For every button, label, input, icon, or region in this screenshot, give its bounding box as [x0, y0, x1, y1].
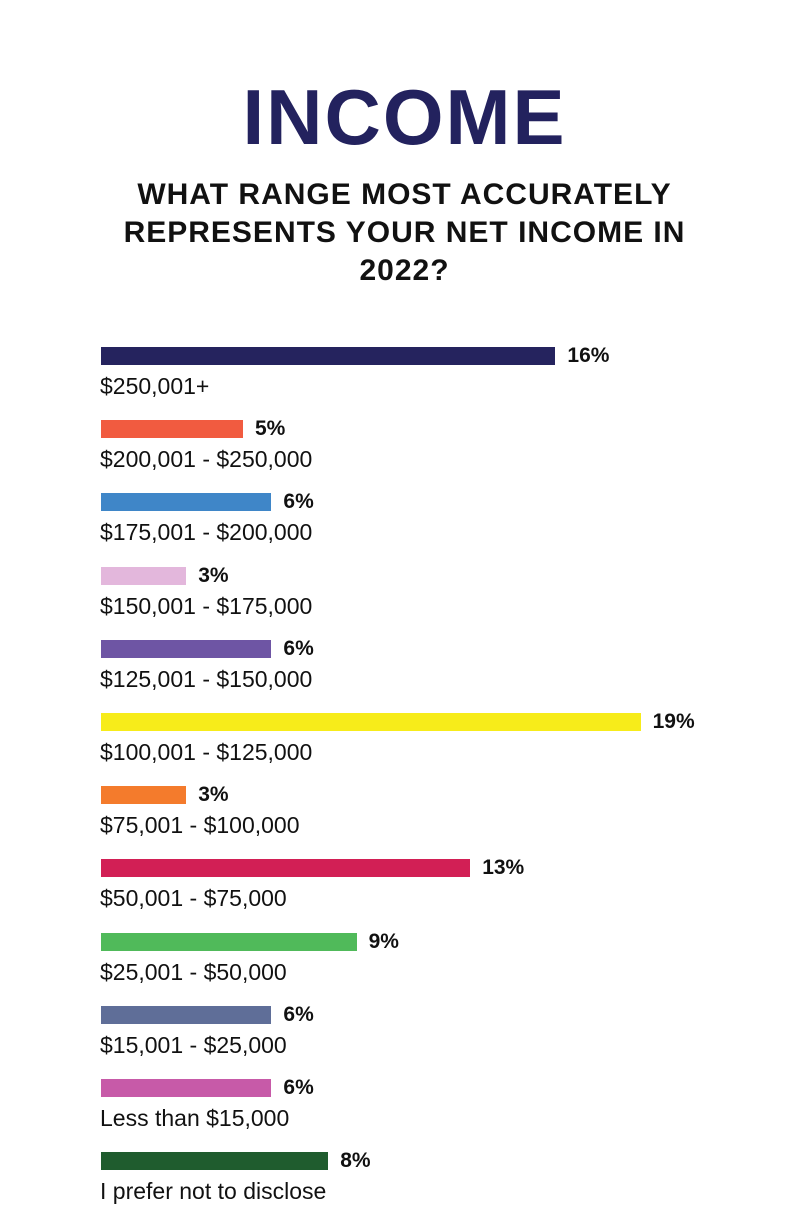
category-label: $125,001 - $150,000 — [100, 665, 313, 692]
value-label: 5% — [255, 417, 286, 441]
chart-title: INCOME — [242, 73, 567, 161]
bar — [101, 1152, 329, 1171]
bar — [101, 713, 641, 731]
value-label: 13% — [482, 856, 525, 880]
category-label: $15,001 - $25,000 — [100, 1031, 287, 1058]
category-label: Less than $15,000 — [100, 1105, 290, 1131]
bar — [101, 786, 187, 805]
value-label: 19% — [652, 710, 695, 733]
category-label: $100,001 - $125,000 — [100, 739, 313, 765]
value-label: 9% — [368, 929, 399, 953]
value-label: 16% — [567, 344, 610, 367]
category-label: I prefer not to disclose — [100, 1178, 327, 1205]
bar — [101, 347, 556, 365]
value-label: 6% — [283, 1002, 314, 1026]
value-label: 3% — [198, 783, 229, 807]
bar — [101, 932, 357, 951]
bar — [101, 859, 471, 878]
category-label: $50,001 - $75,000 — [100, 885, 287, 912]
value-label: 3% — [198, 563, 229, 587]
bar — [101, 566, 187, 585]
bar — [101, 1005, 272, 1024]
category-label: $150,001 - $175,000 — [100, 592, 313, 619]
category-label: $175,001 - $200,000 — [100, 519, 313, 546]
bar — [101, 493, 272, 512]
value-label: 8% — [340, 1149, 371, 1173]
value-label: 6% — [283, 636, 314, 660]
bar — [101, 1079, 272, 1097]
category-label: $75,001 - $100,000 — [100, 812, 300, 839]
category-label: $250,001+ — [100, 373, 210, 399]
value-label: 6% — [283, 490, 314, 514]
category-label: $25,001 - $50,000 — [100, 958, 287, 985]
category-label: $200,001 - $250,000 — [100, 446, 313, 473]
chart-subtitle: WHAT RANGE MOST ACCURATELY REPRESENTS YO… — [123, 178, 686, 287]
value-label: 6% — [283, 1076, 314, 1099]
bar — [101, 639, 272, 658]
bar — [101, 420, 243, 439]
